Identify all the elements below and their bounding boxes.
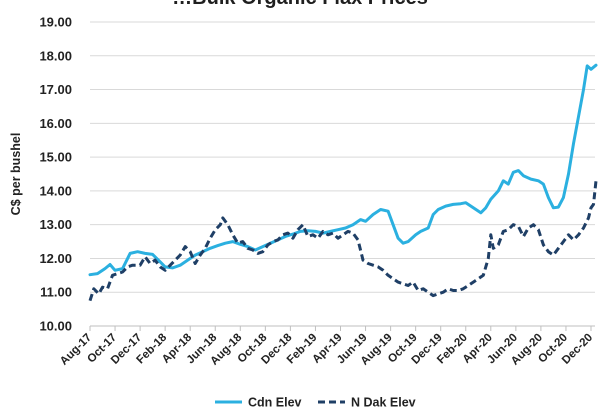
y-axis-ticks: 10.00 11.00 12.00 13.00 14.00 15.00 16.00 17.00…	[39, 15, 72, 334]
y-tick-label: 18.00	[39, 48, 72, 63]
y-tick-label: 14.00	[39, 183, 72, 198]
legend-label: N Dak Elev	[351, 396, 416, 410]
y-tick-label: 10.00	[39, 319, 72, 334]
chart-title: …Bulk Organic Flax Prices	[0, 0, 600, 10]
y-tick-label: 13.00	[39, 217, 72, 232]
y-tick-label: 11.00	[40, 285, 72, 300]
y-tick-label: 15.00	[39, 150, 72, 165]
series-layer	[88, 63, 598, 302]
y-tick-label: 19.00	[39, 15, 72, 30]
series-line-n-dak-elev	[88, 180, 598, 302]
legend: Cdn Elev N Dak Elev	[215, 396, 416, 410]
y-tick-label: 16.00	[39, 116, 72, 131]
series-line-cdn-elev	[88, 63, 598, 277]
legend-label: Cdn Elev	[248, 396, 302, 410]
y-tick-label: 17.00	[39, 82, 72, 97]
grid-lines	[90, 21, 595, 293]
x-axis-ticks: Aug-17Oct-17Dec-17Feb-18Apr-18Jun-18Aug-…	[58, 326, 595, 368]
y-axis-label: C$ per bushel	[9, 133, 23, 216]
x-tick-label: Aug-17	[58, 332, 94, 368]
y-tick-label: 12.00	[39, 251, 72, 266]
